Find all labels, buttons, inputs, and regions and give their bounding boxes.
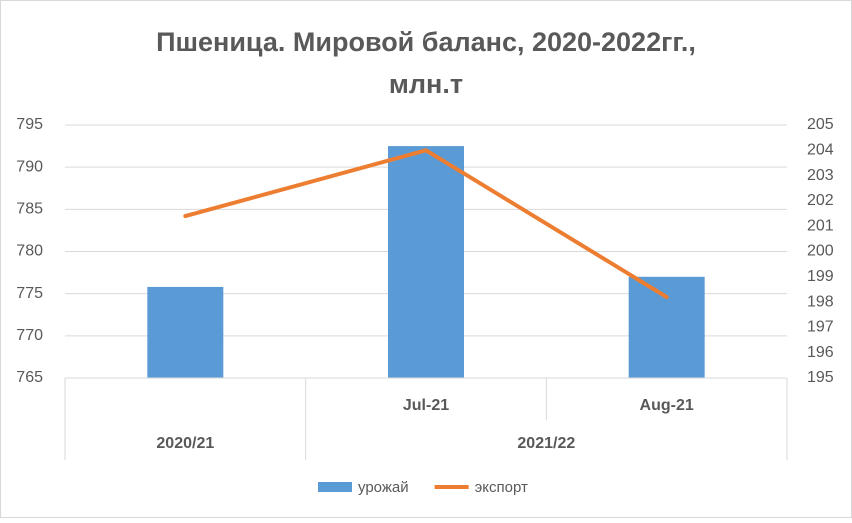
- chart-title: млн.т: [389, 69, 463, 99]
- y2-tick-label: 205: [807, 116, 834, 133]
- legend-label: урожай: [358, 479, 409, 496]
- y-tick-label: 770: [16, 327, 43, 344]
- group-label: 2021/22: [517, 435, 575, 452]
- y2-tick-label: 199: [807, 268, 834, 285]
- y-tick-label: 775: [16, 285, 43, 302]
- group-label: 2020/21: [156, 435, 214, 452]
- y2-tick-label: 197: [807, 319, 834, 336]
- chart-title: Пшеница. Мировой баланс, 2020-2022гг.,: [156, 27, 696, 57]
- x-tick-label: Jul-21: [403, 397, 449, 414]
- bar: [388, 146, 464, 378]
- y-tick-label: 785: [16, 201, 43, 218]
- y2-tick-label: 196: [807, 344, 834, 361]
- y-tick-label: 795: [16, 116, 43, 133]
- y2-tick-label: 195: [807, 369, 834, 386]
- x-tick-label: Aug-21: [640, 397, 694, 414]
- y2-tick-label: 202: [807, 192, 834, 209]
- y2-tick-label: 201: [807, 217, 834, 234]
- line: [183, 148, 669, 300]
- bar: [628, 276, 705, 378]
- y-tick-label: 765: [16, 369, 43, 386]
- bar: [147, 286, 224, 378]
- y-tick-label: 780: [16, 243, 43, 260]
- y2-tick-label: 203: [807, 167, 834, 184]
- legend-label: экспорт: [475, 479, 528, 496]
- y2-tick-label: 204: [807, 142, 834, 159]
- y2-tick-label: 198: [807, 293, 834, 310]
- legend-swatch: [318, 482, 352, 492]
- y2-tick-label: 200: [807, 243, 834, 260]
- y-tick-label: 790: [16, 158, 43, 175]
